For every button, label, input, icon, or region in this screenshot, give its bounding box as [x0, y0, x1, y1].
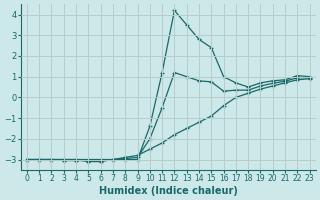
- X-axis label: Humidex (Indice chaleur): Humidex (Indice chaleur): [99, 186, 238, 196]
